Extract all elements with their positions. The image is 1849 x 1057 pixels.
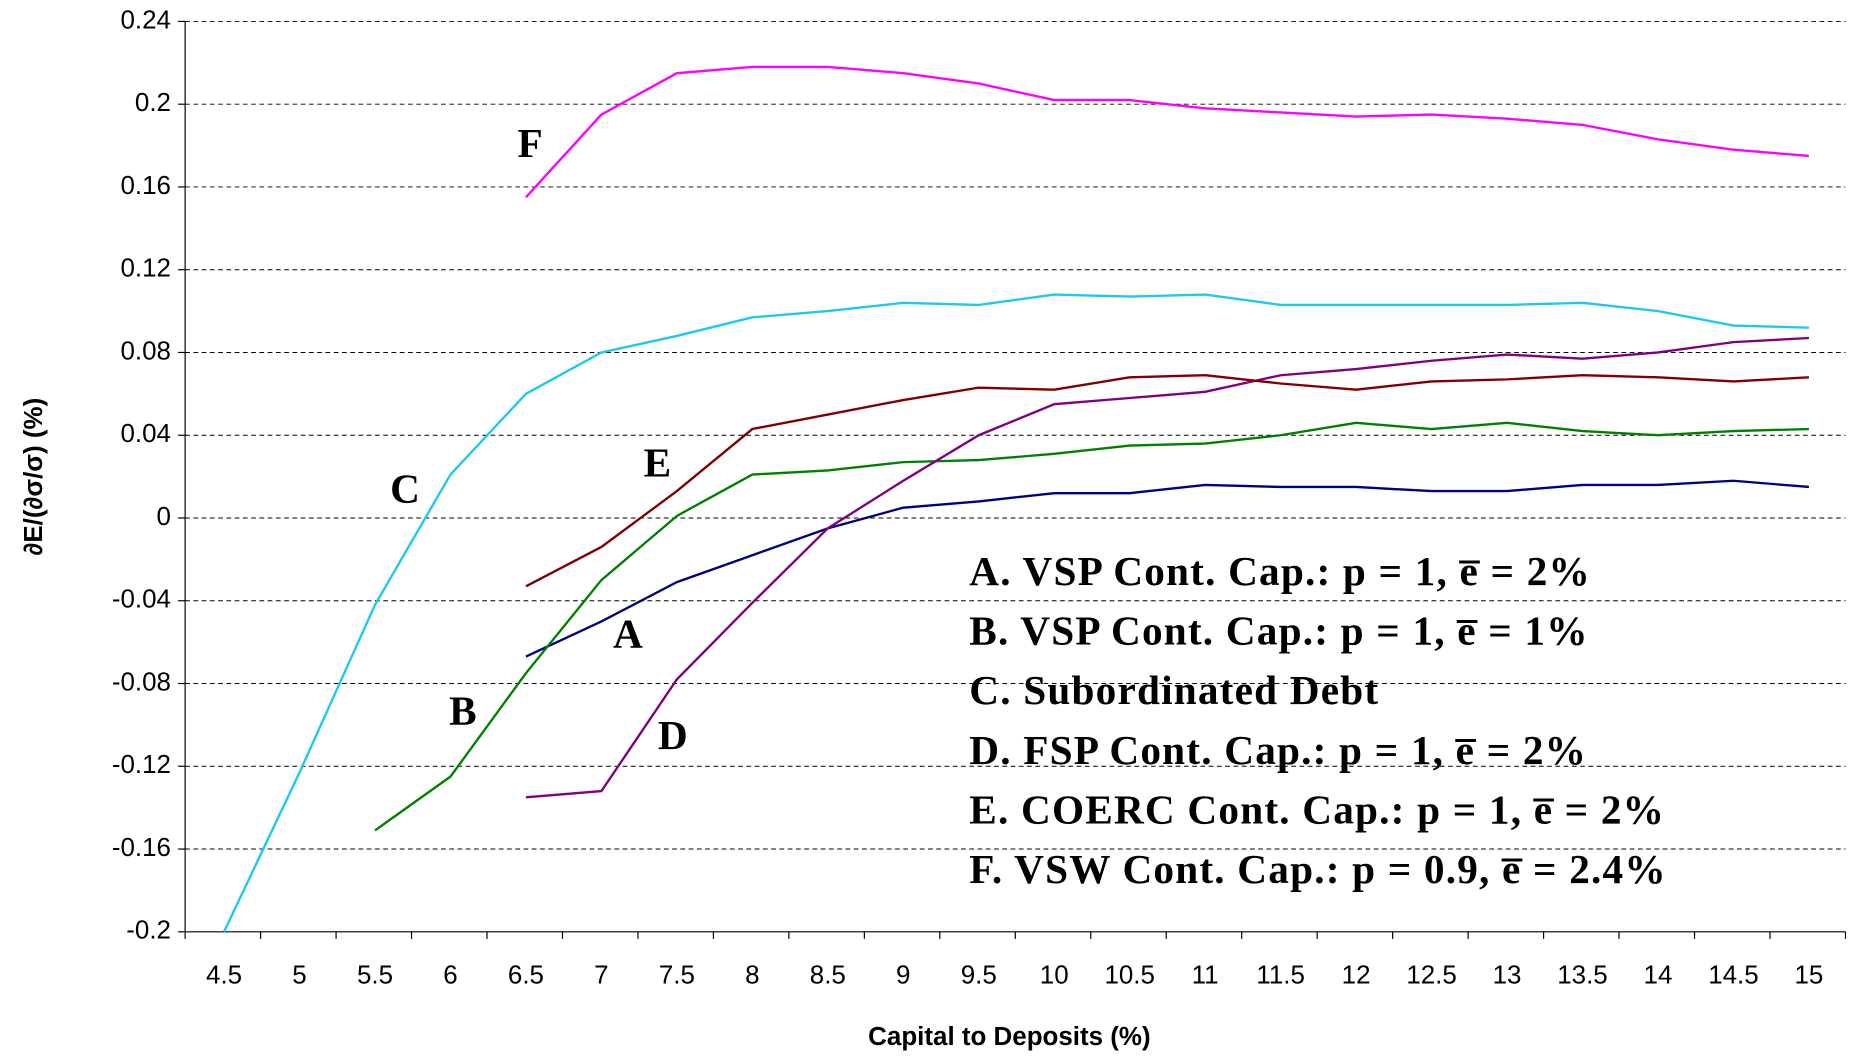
legend-entry: E. COERC Cont. Cap.: p = 1, e̅ = 2% [969,786,1665,832]
x-tick-label: 14.5 [1708,961,1758,989]
x-tick-label: 8.5 [810,961,846,989]
x-tick-label: 8 [745,961,759,989]
y-tick-label: 0 [157,503,171,531]
x-tick-label: 12.5 [1406,961,1456,989]
y-tick-label: 0.16 [121,172,171,200]
x-tick-label: 13 [1493,961,1522,989]
y-axis-label: ∂E/(∂σ/σ) (%) [20,398,48,556]
series-label: A [613,611,644,657]
x-tick-label: 14 [1644,961,1673,989]
x-tick-label: 12 [1342,961,1371,989]
x-tick-label: 5.5 [357,961,393,989]
x-tick-label: 10.5 [1104,961,1154,989]
series-line [222,293,1809,933]
x-tick-label: 5 [292,961,306,989]
y-tick-label: -0.16 [112,834,171,862]
series-line [374,421,1809,832]
x-tick-label: 6.5 [508,961,544,989]
series-line [525,65,1810,199]
legend-entry: A. VSP Cont. Cap.: p = 1, e̅ = 2% [969,548,1591,594]
x-tick-label: 10 [1040,961,1069,989]
y-tick-label: 0.12 [121,255,171,283]
legend-entry: C. Subordinated Debt [969,667,1379,713]
y-tick-label: -0.12 [112,751,171,779]
x-tick-label: 7 [594,961,608,989]
series-line [525,374,1809,588]
y-tick-label: -0.2 [126,917,171,945]
y-tick-label: -0.04 [112,586,171,614]
x-tick-label: 7.5 [659,961,695,989]
series-label: F [517,120,543,166]
series-label: E [644,440,673,486]
series-line [525,336,1809,799]
x-tick-label: 15 [1794,961,1823,989]
series-label: C [390,466,421,512]
x-tick-label: 4.5 [206,961,242,989]
series-label: D [658,712,689,758]
y-tick-label: -0.08 [112,668,171,696]
x-tick-label: 11 [1192,961,1219,989]
x-tick-label: 13.5 [1557,961,1607,989]
x-tick-label: 6 [443,961,457,989]
x-tick-label: 9 [896,961,910,989]
x-tick-label: 11.5 [1256,961,1305,989]
x-tick-label: 9.5 [961,961,997,989]
legend-entry: F. VSW Cont. Cap.: p = 0.9, e̅ = 2.4% [969,846,1666,892]
series-line [525,479,1810,658]
y-tick-label: 0.08 [121,337,171,365]
y-tick-label: 0.2 [135,89,171,117]
y-tick-label: 0.24 [121,6,171,34]
legend-entry: B. VSP Cont. Cap.: p = 1, e̅ = 1% [969,608,1588,654]
x-axis-label: Capital to Deposits (%) [868,1023,1150,1051]
series-label: B [449,687,478,733]
y-tick-label: 0.04 [121,420,171,448]
legend-entry: D. FSP Cont. Cap.: p = 1, e̅ = 2% [969,727,1587,773]
